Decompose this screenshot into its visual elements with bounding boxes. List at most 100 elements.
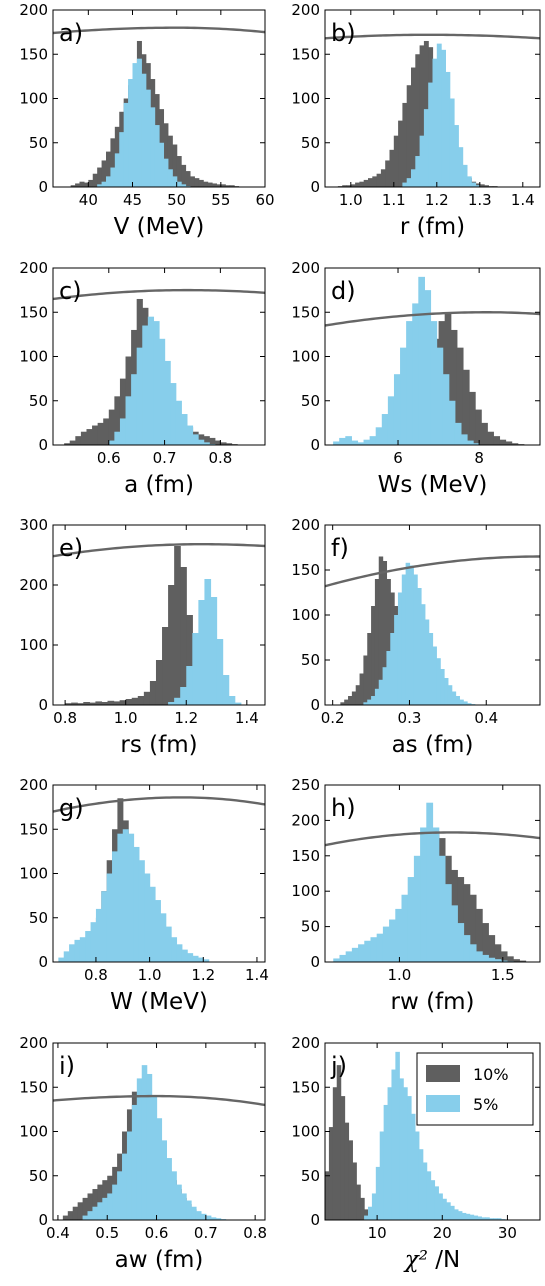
hist-bar-5pct <box>181 1193 187 1220</box>
hist-bar-5pct <box>122 1153 128 1220</box>
hist-bar-5pct <box>181 414 188 445</box>
x-tick-label: 55 <box>211 191 230 209</box>
hist-bar-10pct <box>67 1211 74 1220</box>
hist-bar-5pct <box>154 900 161 962</box>
hist-bar-5pct <box>186 1200 192 1220</box>
y-tick-label: 200 <box>291 1 320 19</box>
x-tick-label: 40 <box>79 191 98 209</box>
hist-bar-10pct <box>482 923 489 962</box>
hist-bar-5pct <box>92 1206 98 1220</box>
legend-swatch <box>426 1065 460 1082</box>
hist-bar-5pct <box>210 597 218 705</box>
hist-bar-10pct <box>137 696 145 705</box>
hist-bar-5pct <box>395 1051 400 1220</box>
hist-bar-10pct <box>189 176 195 187</box>
hist-bar-5pct <box>198 439 205 445</box>
hist-bar-5pct <box>419 135 425 187</box>
hist-bar-5pct <box>457 1211 463 1220</box>
hist-bar-10pct <box>475 409 482 445</box>
hist-bar-5pct <box>203 442 210 445</box>
hist-bar-5pct <box>367 699 372 705</box>
hist-bar-10pct <box>64 443 71 445</box>
x-tick-label: 0.2 <box>321 709 345 727</box>
hist-bar-5pct <box>401 894 409 962</box>
hist-bar-10pct <box>125 699 133 705</box>
y-tick-label: 0 <box>310 436 320 454</box>
hist-bar-5pct <box>58 957 65 962</box>
hist-bar-5pct <box>409 565 414 705</box>
hist-bar-5pct <box>149 886 156 962</box>
y-tick-label: 50 <box>301 651 320 669</box>
hist-bar-5pct <box>411 1113 416 1220</box>
panel-letter: g) <box>59 794 84 822</box>
hist-bar-10pct <box>203 181 209 187</box>
hist-bar-10pct <box>229 185 235 187</box>
panel-g: 0 50 100 150 200 0.8 1.0 1.2 1.4 g) W (MeV) <box>19 776 269 1015</box>
y-tick-label: 0 <box>38 953 48 971</box>
hist-bar-10pct <box>511 443 519 445</box>
panel-letter: i) <box>59 1052 75 1080</box>
axes-frame <box>52 524 266 706</box>
hist-bar-5pct <box>180 687 187 705</box>
x-tick-label: 1.2 <box>191 966 215 984</box>
hist-bar-5pct <box>469 944 477 962</box>
hist-bar-5pct <box>394 615 399 705</box>
hist-bar-5pct <box>191 1206 197 1220</box>
hist-bar-5pct <box>378 679 384 705</box>
hist-bar-5pct <box>406 178 412 187</box>
hist-bar-10pct <box>355 685 361 705</box>
hist-bar-5pct <box>438 855 446 962</box>
hist-bar-10pct <box>119 378 127 445</box>
hist-bar-5pct <box>175 400 182 445</box>
hist-bar-5pct <box>387 1087 393 1220</box>
x-tick-label: 0.8 <box>243 1224 267 1242</box>
hist-bar-5pct <box>451 905 458 962</box>
hist-bar-5pct <box>379 1131 385 1220</box>
hist-bar-10pct <box>359 673 364 705</box>
hist-bar-5pct <box>112 1184 118 1220</box>
hist-bar-5pct <box>146 1073 153 1220</box>
x-tick-label: 1.0 <box>339 191 363 209</box>
hist-bar-10pct <box>80 431 88 445</box>
y-tick-label: 100 <box>19 348 48 366</box>
fit-curve <box>53 796 265 813</box>
hist-bar-10pct <box>176 156 182 187</box>
x-tick-label: 30 <box>498 1224 517 1242</box>
x-axis-label: χ² /N <box>403 1247 460 1273</box>
hist-bar-5pct <box>485 1217 490 1220</box>
hist-bar-5pct <box>358 944 365 962</box>
hist-bar-5pct <box>449 98 455 187</box>
hist-bar-5pct <box>371 696 376 705</box>
hist-bar-5pct <box>424 619 430 705</box>
hist-bar-5pct <box>447 685 453 705</box>
hist-bar-10pct <box>110 138 116 187</box>
hist-bar-10pct <box>493 436 501 445</box>
hist-bar-5pct <box>493 1218 498 1220</box>
hist-bar-10pct <box>214 440 221 445</box>
hist-bar-5pct <box>471 182 477 187</box>
hist-bar-5pct <box>454 125 459 187</box>
y-tick-label: 150 <box>291 847 320 865</box>
hist-bar-10pct <box>75 436 82 445</box>
y-tick-label: 200 <box>19 776 48 794</box>
hist-bar-10pct <box>355 182 360 187</box>
hist-bar-5pct <box>181 184 187 187</box>
hist-bar-5pct <box>368 1206 373 1220</box>
hist-bar-10pct <box>450 329 458 445</box>
hist-bar-10pct <box>225 443 233 445</box>
hist-bar-10pct <box>386 579 391 705</box>
hist-bar-5pct <box>171 1171 177 1220</box>
hist-bar-10pct <box>113 701 121 705</box>
hist-bar-5pct <box>383 1104 389 1220</box>
hist-bar-5pct <box>364 940 372 962</box>
hist-bar-5pct <box>364 1215 369 1220</box>
hist-bar-5pct <box>363 702 368 705</box>
hist-bar-10pct <box>174 546 181 705</box>
hist-bar-5pct <box>95 908 102 962</box>
hist-bar-5pct <box>161 1140 167 1220</box>
x-tick-label: 1.2 <box>425 191 449 209</box>
hist-bar-5pct <box>395 908 403 962</box>
hist-bar-5pct <box>441 49 446 187</box>
hist-bar-5pct <box>382 667 388 705</box>
